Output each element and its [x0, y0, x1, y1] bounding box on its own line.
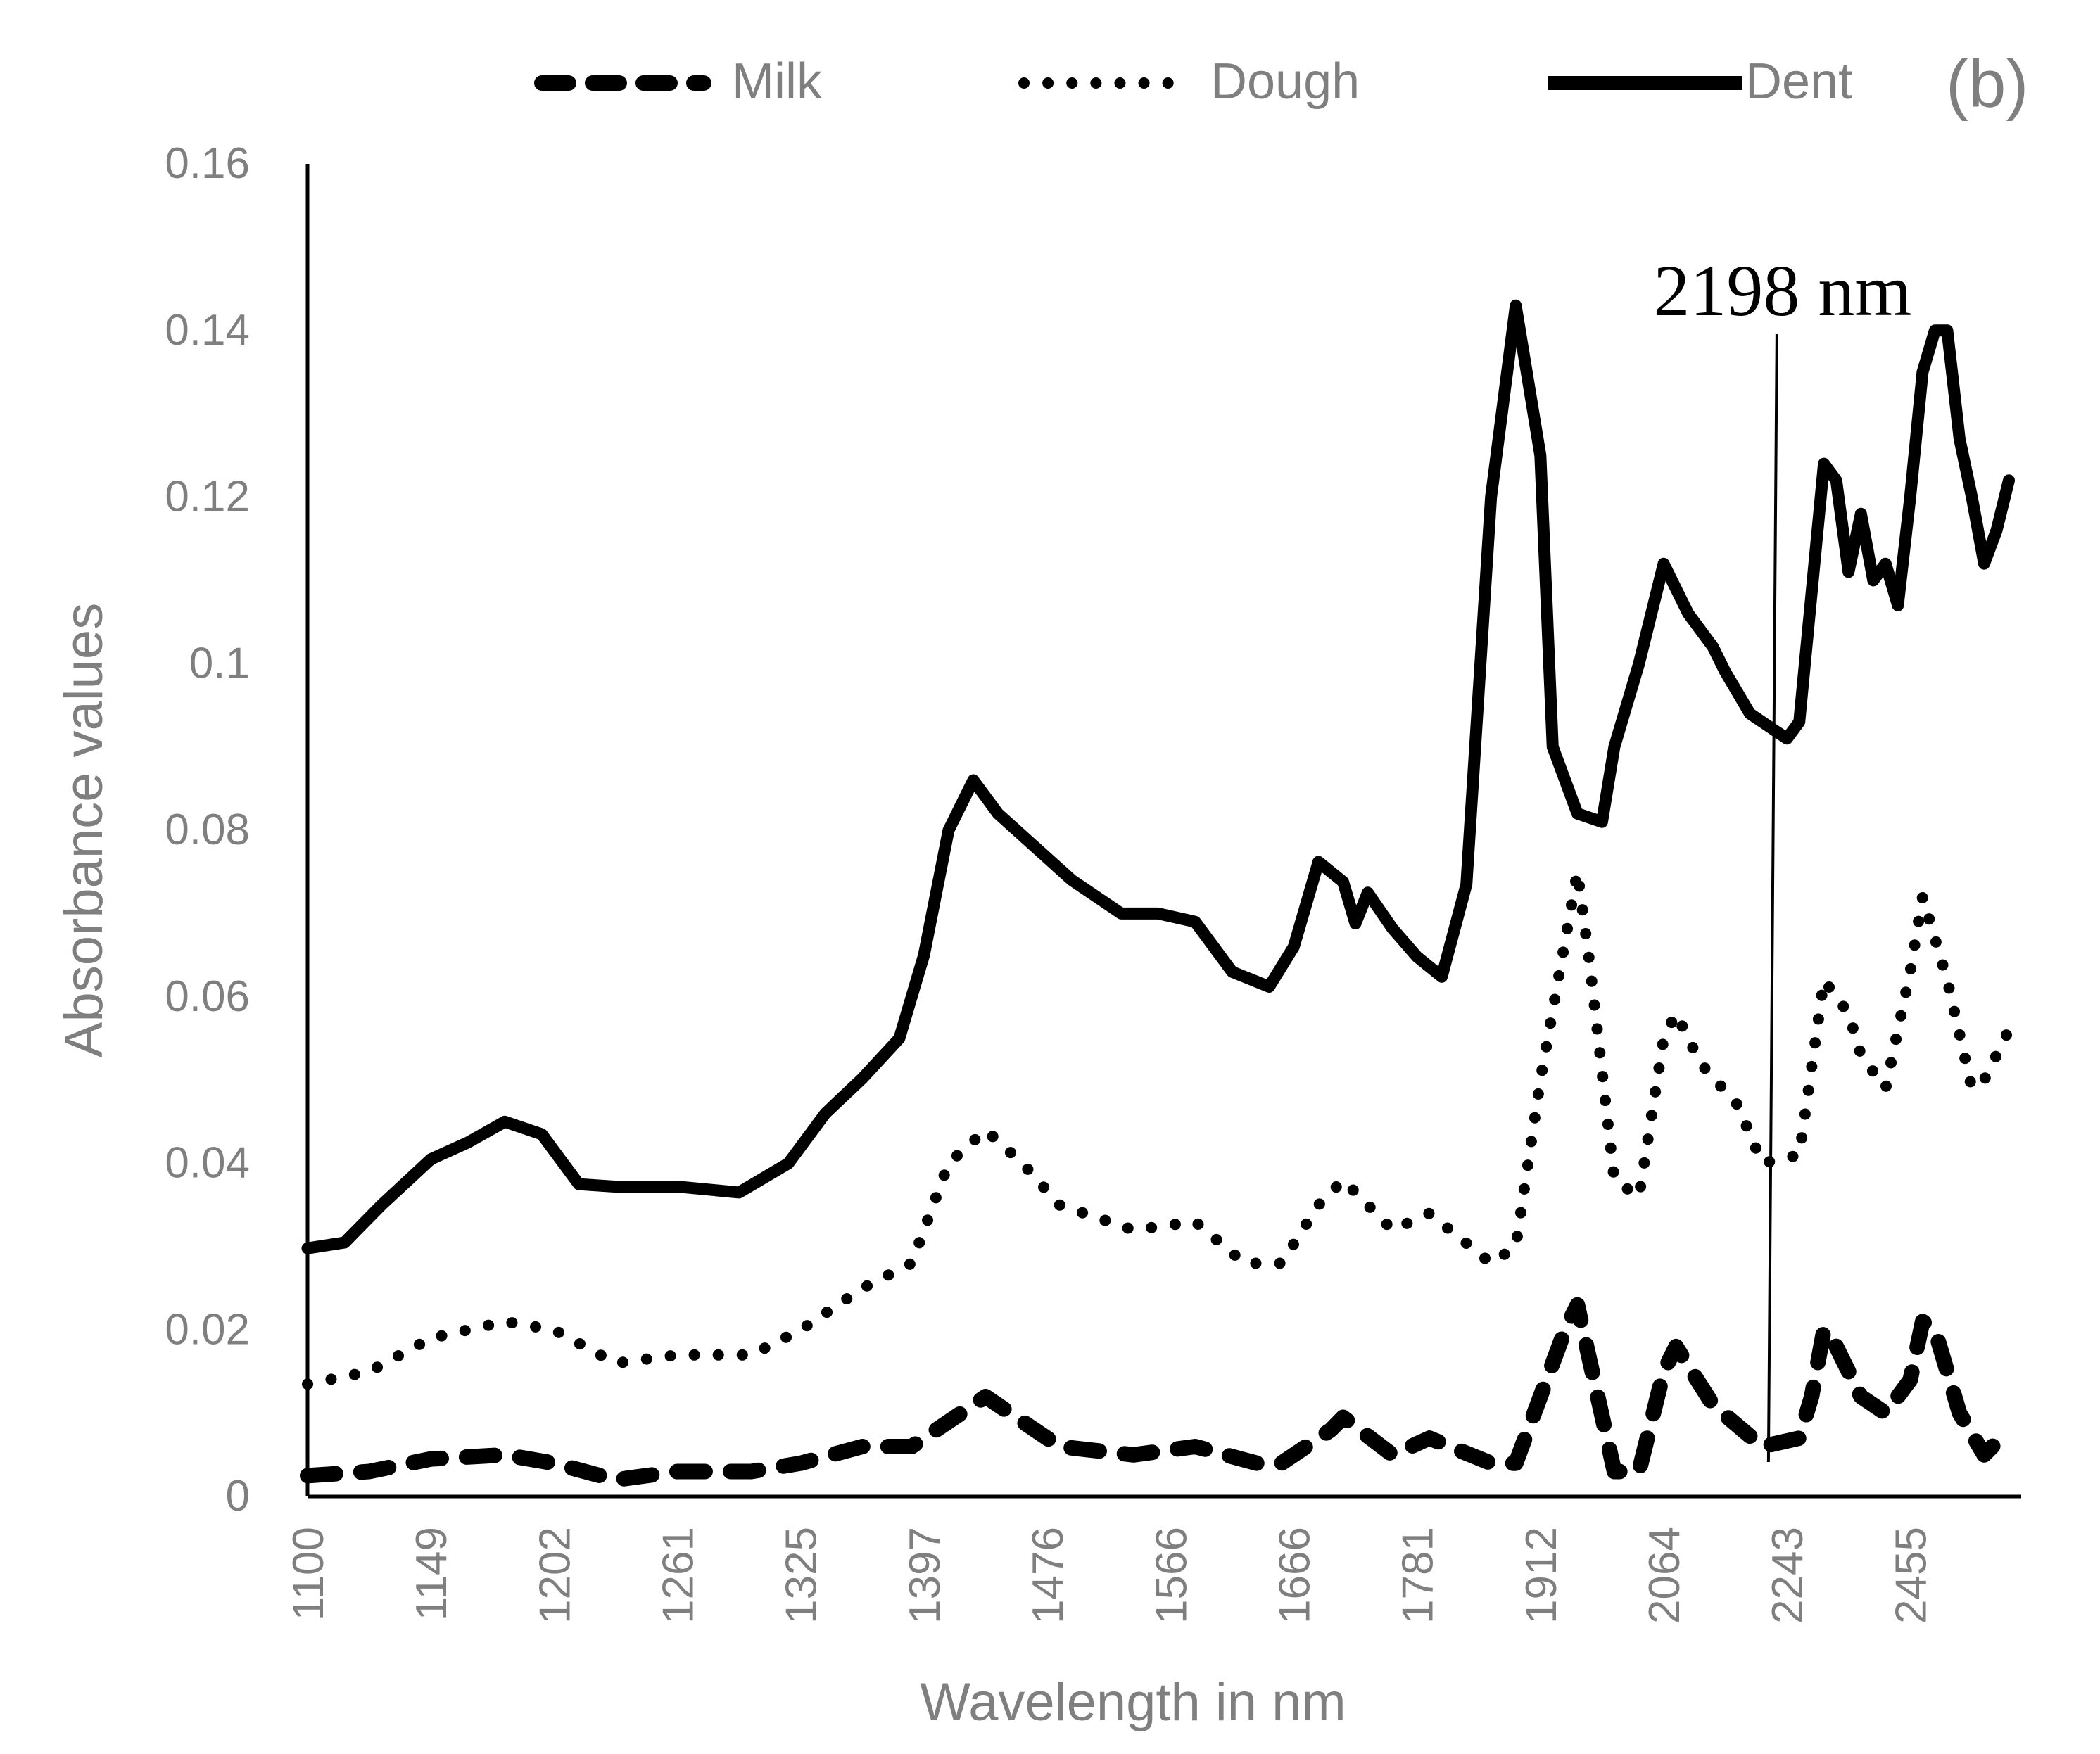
y-tick-label: 0.08	[165, 806, 250, 854]
series-line-dent	[301, 299, 2015, 1254]
y-tick-label: 0.16	[165, 139, 250, 188]
x-tick-label: 1397	[901, 1527, 949, 1624]
annotation-line	[1766, 333, 1778, 1463]
y-tick-label: 0.1	[189, 639, 250, 687]
y-tick-label: 0.12	[165, 473, 250, 521]
x-tick-label: 2243	[1764, 1527, 1812, 1624]
x-tick-label: 1100	[284, 1527, 333, 1620]
series-group	[300, 299, 2017, 1488]
y-tick-label: 0	[226, 1472, 250, 1520]
x-tick-label: 1476	[1024, 1527, 1073, 1624]
legend-label-dent: Dent	[1745, 53, 1852, 110]
x-tick-label: 2064	[1640, 1527, 1689, 1624]
panel-label: (b)	[1946, 46, 2028, 122]
y-tick-label: 0.14	[165, 306, 250, 355]
x-tick-label: 2455	[1887, 1527, 1935, 1624]
y-tick-labels: 0 0.02 0.04 0.06 0.08 0.1 0.12 0.14 0.16	[165, 139, 250, 1520]
x-tick-label: 1149	[407, 1527, 456, 1620]
x-tick-label: 1202	[531, 1527, 579, 1624]
legend-label-dough: Dough	[1210, 53, 1360, 110]
legend: Milk Dough Dent	[534, 53, 1852, 110]
x-tick-label: 1781	[1394, 1527, 1443, 1624]
y-tick-label: 0.06	[165, 972, 250, 1021]
x-axis-title: Wavelength in nm	[920, 1672, 1346, 1732]
x-tick-label: 1666	[1270, 1527, 1319, 1624]
legend-label-milk: Milk	[732, 53, 823, 110]
x-tick-labels: 1100 1149 1202 1261 1325 1397 1476 1566 1666 1781…	[284, 1527, 1935, 1624]
x-tick-label: 1325	[778, 1527, 826, 1624]
annotation-group: 2198 nm	[1653, 250, 1911, 1463]
x-tick-label: 1566	[1147, 1527, 1196, 1624]
x-tick-label: 1261	[654, 1527, 703, 1624]
plot-area: 2198 nm	[300, 164, 2021, 1499]
y-axis-title: Absorbance values	[54, 603, 114, 1057]
y-tick-label: 0.04	[165, 1139, 250, 1188]
series-line-milk	[300, 1297, 2017, 1488]
x-tick-label: 1912	[1517, 1527, 1566, 1624]
annotation-label: 2198 nm	[1653, 250, 1911, 331]
y-tick-label: 0.02	[165, 1305, 250, 1354]
